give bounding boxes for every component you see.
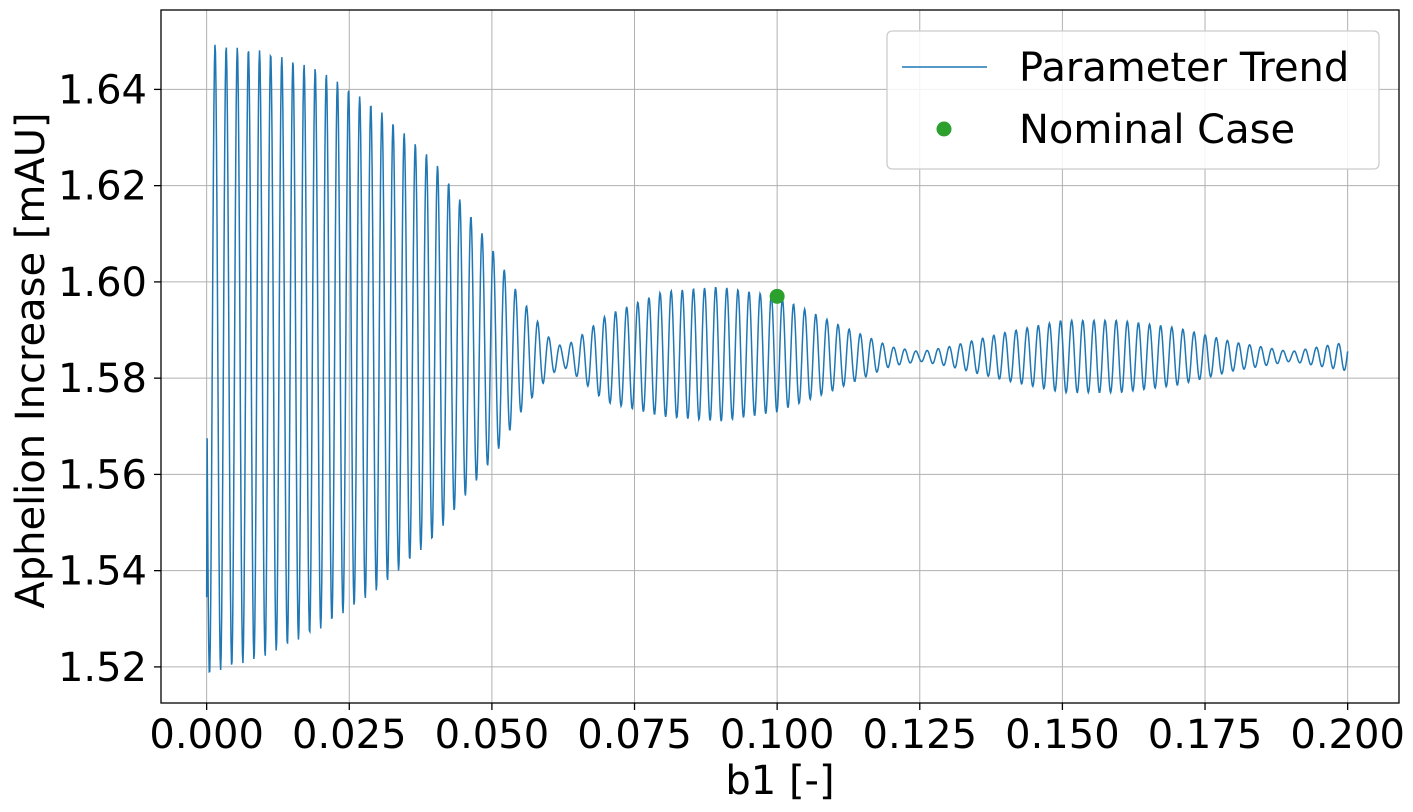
y-tick-label: 1.62 [58,164,147,210]
x-tick-label: 0.150 [1005,712,1120,758]
axes-frame [160,9,1400,704]
x-tick-label: 0.075 [577,712,692,758]
y-tick-label: 1.56 [58,452,147,498]
y-tick-label: 1.64 [58,67,147,113]
legend-box [886,30,1380,170]
x-tick-label: 0.025 [292,712,407,758]
parameter-trend-line [205,44,1349,674]
x-tick-label: 0.100 [720,712,835,758]
plot-area [205,44,1349,674]
x-tick-label: 0.050 [435,712,550,758]
legend-label-nominal-case: Nominal Case [1019,107,1295,153]
x-tick-label: 0.200 [1290,712,1405,758]
nominal-case-marker [769,288,785,304]
x-tick-label: 0.125 [863,712,978,758]
y-tick-label: 1.60 [58,260,147,306]
y-tick-label: 1.58 [58,356,147,402]
y-axis-label: Aphelion Increase [mAU] [8,112,54,608]
x-axis-label: b1 [-] [725,758,834,804]
y-axis-ticks: 1.52 1.54 1.56 1.58 1.60 1.62 1.64 [58,67,161,691]
x-axis-ticks: 0.000 0.025 0.050 0.075 0.100 0.125 0.150 0.175… [149,703,1405,758]
legend-marker-swatch [936,121,952,137]
x-tick-label: 0.175 [1148,712,1263,758]
legend: Parameter Trend Nominal Case [886,30,1380,170]
legend-label-parameter-trend: Parameter Trend [1019,45,1349,91]
y-tick-label: 1.54 [58,549,147,595]
y-tick-label: 1.52 [58,645,147,691]
x-tick-label: 0.000 [149,712,264,758]
